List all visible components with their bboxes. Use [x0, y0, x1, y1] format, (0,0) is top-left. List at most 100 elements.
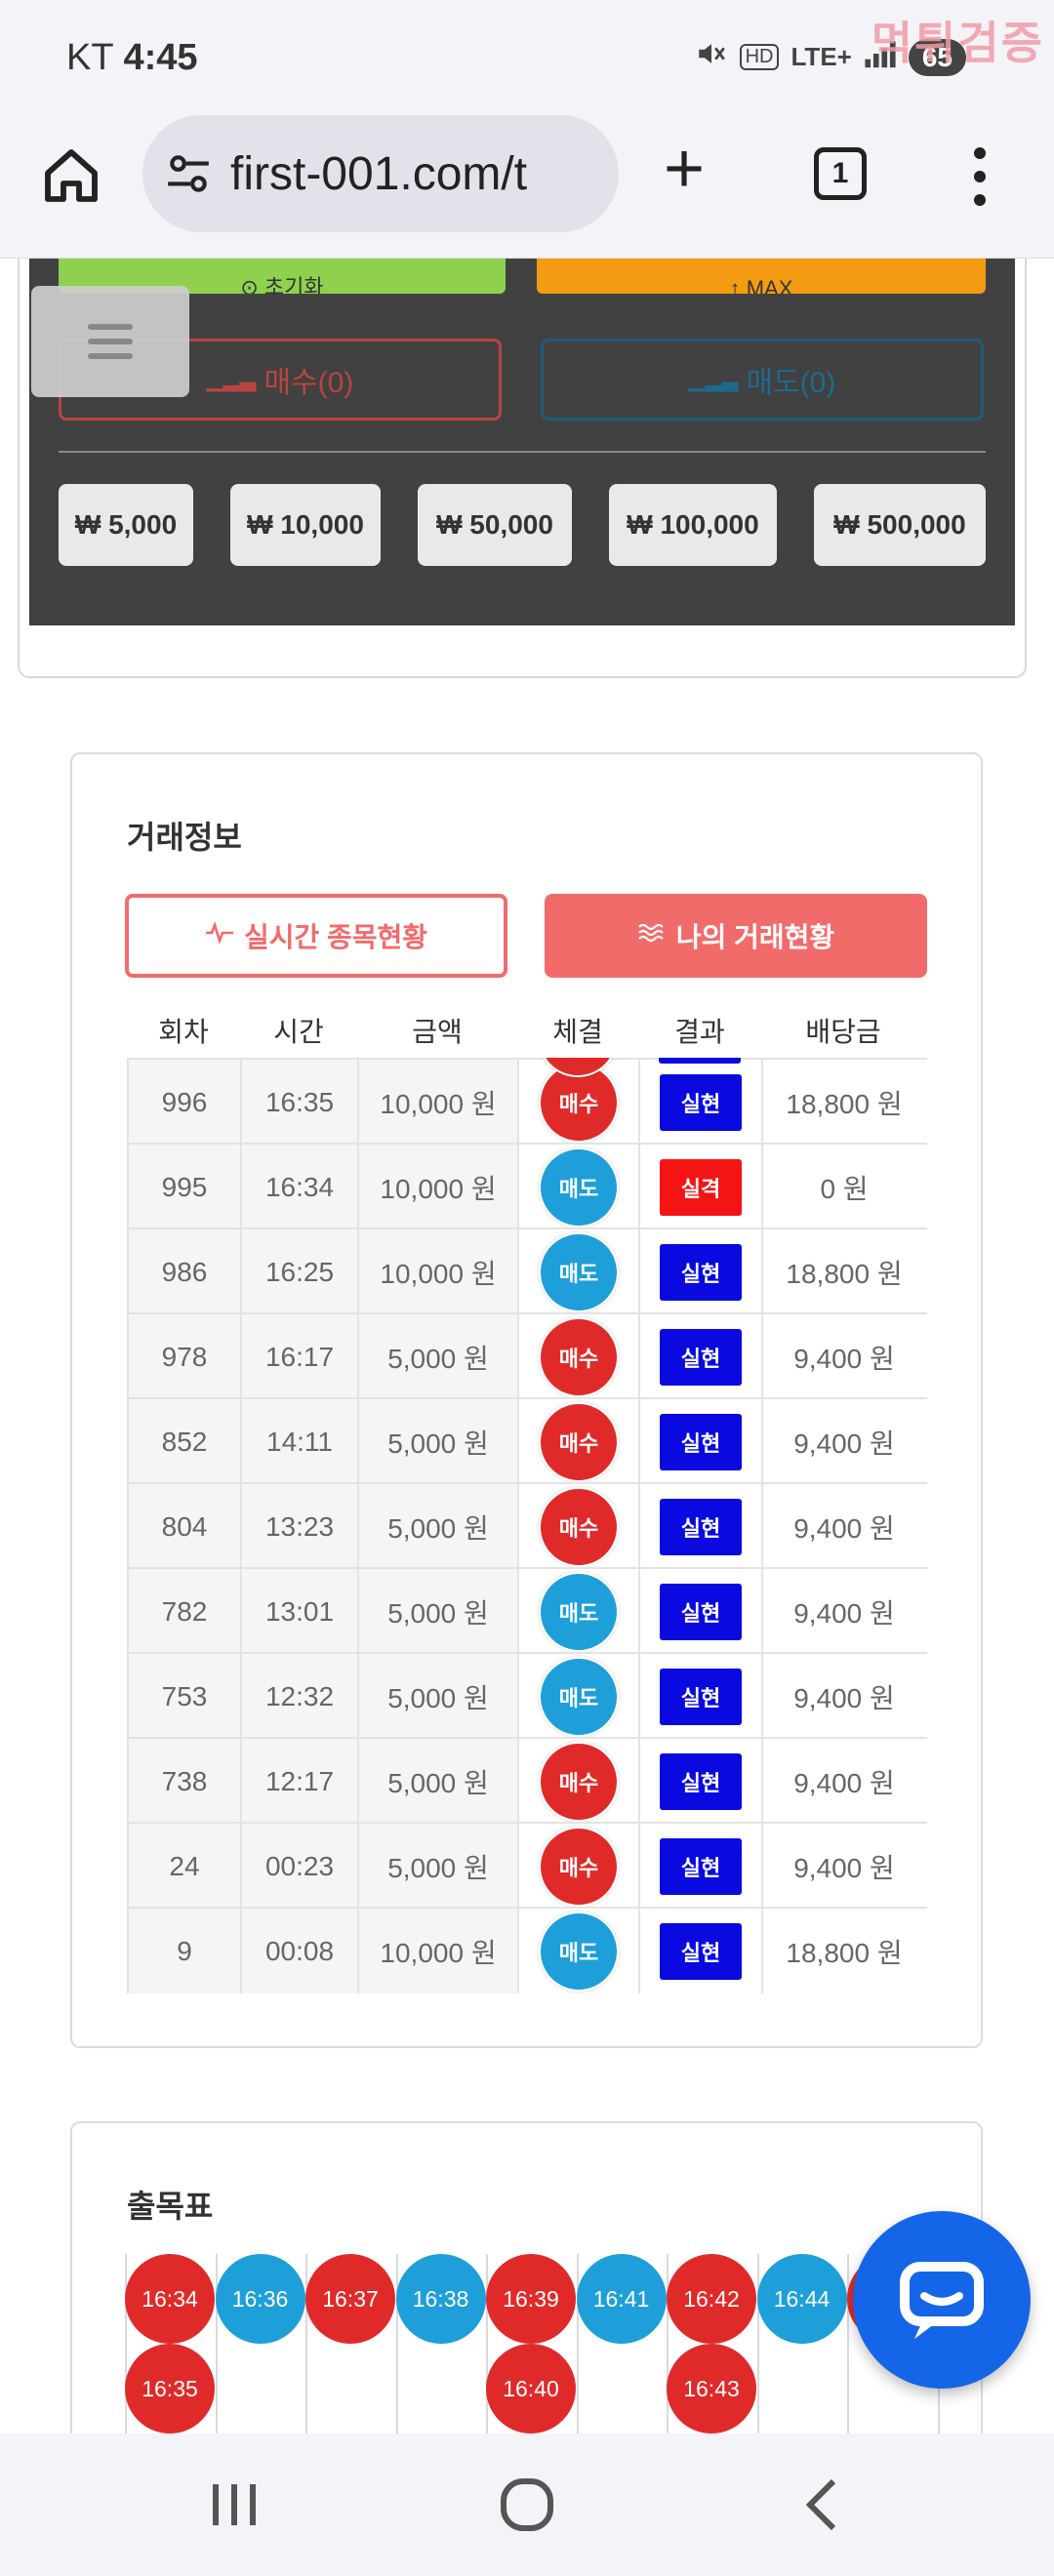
sell-button[interactable]: ▁▂▃ 매도(0): [541, 339, 984, 421]
cell-time: 00:23: [240, 1824, 357, 1909]
board-grid-line: [576, 2254, 579, 2434]
mute-icon: [695, 37, 728, 77]
cell-execution: 매수: [517, 1399, 638, 1484]
cell-round: 782: [127, 1569, 240, 1654]
recent-apps-button[interactable]: [156, 2434, 312, 2576]
cell-time: 16:25: [240, 1229, 357, 1314]
amount-button-5000[interactable]: ₩ 5,000: [59, 484, 193, 566]
reset-button[interactable]: ⊙ 초기화: [59, 259, 506, 294]
cell-payout: 9,400 원: [761, 1399, 925, 1484]
tab-live-status[interactable]: 실시간 종목현황: [125, 894, 507, 978]
tab-switcher-button[interactable]: 1: [814, 147, 867, 200]
hamburger-menu-icon[interactable]: [31, 286, 189, 397]
cell-execution: 매수: [517, 1314, 638, 1399]
cell-execution: 매수: [517, 1824, 638, 1909]
result-realized-badge: 실현: [660, 1837, 742, 1895]
status-bar: KT 4:45 HD LTE+ 65 먹튀검증: [0, 0, 1054, 112]
cell-time: 13:23: [240, 1484, 357, 1569]
battery-badge: 65: [908, 38, 966, 76]
tab-my-trades[interactable]: 나의 거래현황: [545, 894, 927, 978]
new-tab-button[interactable]: +: [664, 130, 706, 208]
cell-time: 13:01: [240, 1569, 357, 1654]
cell-round: 24: [127, 1824, 240, 1909]
board-grid-line: [395, 2254, 398, 2434]
table-row: 986 16:25 10,000 원 매도 실현 18,800 원: [127, 1228, 927, 1314]
tab-live-label: 실시간 종목현황: [243, 922, 428, 952]
sell-badge: 매도: [539, 1147, 619, 1228]
table-row: 782 13:01 5,000 원 매도 실현 9,400 원: [127, 1567, 927, 1654]
result-realized-badge: 실현: [660, 1668, 742, 1725]
home-nav-button[interactable]: [449, 2434, 605, 2576]
clock: 4:45: [123, 37, 198, 78]
result-realized-badge: 실현: [660, 1583, 742, 1640]
cell-execution: 매도: [517, 1654, 638, 1739]
result-board-grid: 16:34 16:36 16:37 16:38 16:39 16:41 16:42 16:44…: [125, 2254, 984, 2434]
browser-toolbar: first-001.com/t + 1: [0, 112, 1054, 259]
amount-button-100000[interactable]: ₩ 100,000: [609, 484, 777, 566]
trade-info-title: 거래정보: [127, 820, 242, 855]
watermark-logo: 먹튀검증: [871, 18, 1044, 68]
board-buy-marker: 16:43: [667, 2344, 756, 2434]
sell-label: 매도(0): [746, 367, 836, 399]
cell-round: 804: [127, 1484, 240, 1569]
board-buy-marker: 16:34: [125, 2254, 215, 2344]
trade-table[interactable]: 996 16:35 10,000 원 매수 실현 18,800 원 995 16:34 10,0…: [127, 1058, 927, 1994]
board-grid-line: [305, 2254, 307, 2434]
cell-execution: 매도: [517, 1229, 638, 1314]
cell-time: 12:32: [240, 1654, 357, 1739]
cell-round: 9: [127, 1909, 240, 1993]
amount-button-500000[interactable]: ₩ 500,000: [814, 484, 986, 566]
amount-button-50000[interactable]: ₩ 50,000: [418, 484, 572, 566]
buy-button[interactable]: ▁▂▃ 매수(0): [59, 339, 502, 421]
back-button[interactable]: [744, 2434, 900, 2576]
result-realized-badge: 실현: [660, 1922, 742, 1980]
back-chevron-icon: [805, 2478, 836, 2531]
home-button[interactable]: [37, 141, 105, 210]
cell-execution: 매수: [517, 1739, 638, 1824]
board-grid-line: [215, 2254, 218, 2434]
table-row: 804 13:23 5,000 원 매수 실현 9,400 원: [127, 1482, 927, 1569]
buy-badge: 매수: [539, 1741, 619, 1822]
result-realized-badge: 실현: [660, 1243, 742, 1301]
result-board-title: 출목표: [127, 2189, 214, 2224]
max-button[interactable]: ↑ MAX: [537, 259, 986, 294]
trade-panel-frame: [18, 259, 1027, 678]
cell-payout: 9,400 원: [761, 1824, 925, 1909]
board-grid-line: [667, 2254, 669, 2434]
cell-execution: 매도: [517, 1909, 638, 1993]
board-buy-marker: 16:40: [486, 2344, 576, 2434]
site-settings-icon[interactable]: [164, 149, 213, 198]
reset-label: ⊙ 초기화: [240, 275, 324, 294]
result-realized-badge: 실현: [660, 1413, 742, 1470]
board-grid-line: [125, 2254, 127, 2434]
sell-badge: 매도: [539, 1571, 619, 1652]
cell-execution: 매수: [517, 1484, 638, 1569]
cell-result: 실현: [638, 1399, 761, 1484]
cell-payout: 18,800 원: [761, 1060, 925, 1145]
col-header-execution: 체결: [552, 1017, 603, 1047]
cell-result: 실현: [638, 1484, 761, 1569]
address-bar[interactable]: first-001.com/t: [142, 115, 619, 232]
cell-time: 00:08: [240, 1909, 357, 1993]
buy-label: 매수(0): [264, 367, 354, 399]
result-realized-badge: 실현: [660, 1073, 742, 1131]
status-carrier-time: KT 4:45: [66, 37, 198, 79]
cell-payout: 9,400 원: [761, 1654, 925, 1739]
home-icon: [45, 149, 98, 202]
cell-execution: 매도: [517, 1569, 638, 1654]
live-chat-button[interactable]: [853, 2211, 1031, 2389]
result-disqualified-badge: 실격: [660, 1158, 742, 1216]
table-row: 995 16:34 10,000 원 매도 실격 0 원: [127, 1143, 927, 1229]
cell-round: 995: [127, 1145, 240, 1229]
board-buy-marker: 16:42: [667, 2254, 756, 2344]
cell-round: 986: [127, 1229, 240, 1314]
cell-round: 852: [127, 1399, 240, 1484]
table-row: 753 12:32 5,000 원 매도 실현 9,400 원: [127, 1652, 927, 1739]
more-menu-icon[interactable]: [972, 147, 988, 206]
table-row: 978 16:17 5,000 원 매수 실현 9,400 원: [127, 1312, 927, 1399]
amount-button-10000[interactable]: ₩ 10,000: [230, 484, 381, 566]
board-buy-marker: 16:35: [125, 2344, 215, 2434]
cell-payout: 9,400 원: [761, 1569, 925, 1654]
sell-badge: 매도: [539, 1231, 619, 1312]
cell-payout: 9,400 원: [761, 1314, 925, 1399]
